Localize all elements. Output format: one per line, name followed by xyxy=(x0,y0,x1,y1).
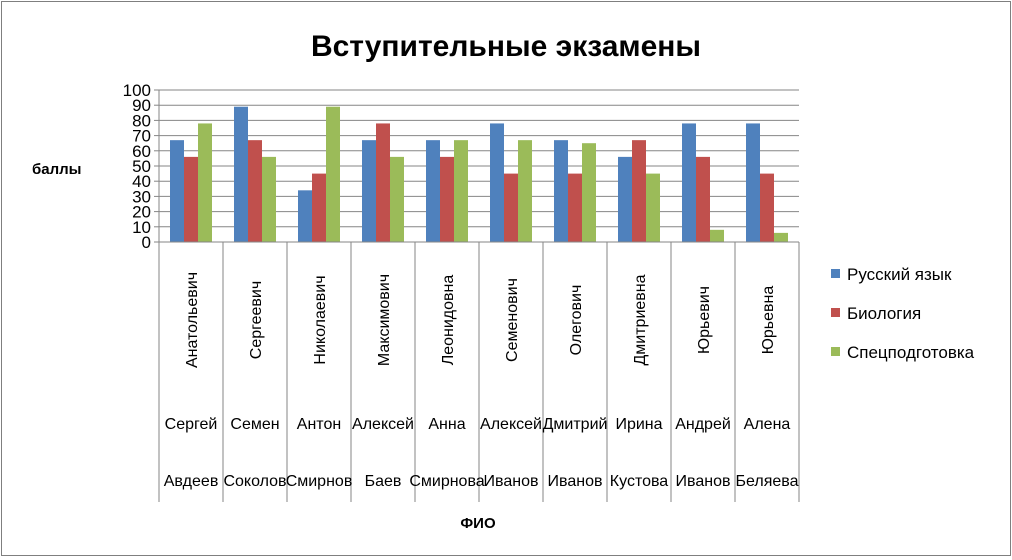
x-category-label: Юрьевич xyxy=(696,286,713,354)
y-tick-label: 0 xyxy=(142,233,151,252)
bar xyxy=(632,140,646,242)
bar xyxy=(710,229,724,242)
y-tick-label: 70 xyxy=(132,127,151,146)
legend-label: Русский язык xyxy=(847,265,952,284)
bar xyxy=(682,123,696,242)
bar xyxy=(504,173,518,242)
bar xyxy=(454,140,468,242)
bar xyxy=(262,156,276,242)
bar xyxy=(326,106,340,242)
x-category-label: Дмитриевна xyxy=(632,274,649,365)
bar xyxy=(298,190,312,242)
bar xyxy=(490,123,504,242)
bar xyxy=(362,140,376,242)
y-tick-label: 30 xyxy=(132,187,151,206)
x-category-label: Кустова xyxy=(610,473,669,490)
x-category-label: Николаевич xyxy=(312,275,329,364)
legend-swatch xyxy=(831,308,840,317)
bar xyxy=(646,173,660,242)
y-tick-label: 50 xyxy=(132,157,151,176)
bar xyxy=(760,173,774,242)
y-tick-label: 80 xyxy=(132,111,151,130)
legend-label: Биология xyxy=(847,304,921,323)
y-tick-label: 10 xyxy=(132,218,151,237)
legend-swatch xyxy=(831,347,840,356)
x-category-label: Баев xyxy=(365,473,402,490)
x-category-label: Семенович xyxy=(504,278,521,362)
legend: Русский язык Биология Спецподготовка xyxy=(831,265,975,362)
bar xyxy=(582,143,596,242)
axes xyxy=(154,89,800,502)
legend-swatch xyxy=(831,269,840,278)
bar xyxy=(376,123,390,242)
bar xyxy=(774,232,788,242)
bar xyxy=(696,156,710,242)
x-category-label: Антон xyxy=(297,416,341,433)
bar xyxy=(390,156,404,242)
x-category-label: Смирнова xyxy=(409,473,484,490)
bar xyxy=(312,173,326,242)
x-category-label: Сергеевич xyxy=(248,281,265,359)
x-category-label: Леонидовна xyxy=(440,275,457,366)
x-category-label: Иванов xyxy=(676,473,731,490)
bar xyxy=(518,140,532,242)
bar xyxy=(568,173,582,242)
x-category-label: Алексей xyxy=(480,416,542,433)
x-category-label: Ирина xyxy=(615,416,662,433)
bar xyxy=(234,106,248,242)
bar xyxy=(746,123,760,242)
x-category-label: Иванов xyxy=(484,473,539,490)
x-category-label: Юрьевна xyxy=(760,286,777,355)
y-tick-label: 100 xyxy=(123,81,151,100)
x-category-labels: Анатольевич Сергей Авдеев Сергеевич Семен Сок… xyxy=(164,272,799,490)
bar xyxy=(198,123,212,242)
bar xyxy=(426,140,440,242)
y-axis-title: баллы xyxy=(32,161,81,178)
x-category-label: Дмитрий xyxy=(543,416,608,433)
x-category-label: Семен xyxy=(230,416,279,433)
x-category-label: Сергей xyxy=(165,416,218,433)
chart-title: Вступительные экзамены xyxy=(311,30,701,63)
bar xyxy=(554,140,568,242)
bar xyxy=(184,156,198,242)
y-tick-label: 20 xyxy=(132,203,151,222)
y-tick-label: 90 xyxy=(132,96,151,115)
y-tick-label: 60 xyxy=(132,142,151,161)
x-category-label: Анатольевич xyxy=(184,272,201,368)
x-category-label: Олегович xyxy=(568,285,585,356)
x-category-label: Максимович xyxy=(376,274,393,366)
x-category-label: Авдеев xyxy=(164,473,219,490)
x-category-label: Алена xyxy=(744,416,791,433)
x-category-label: Алексей xyxy=(352,416,414,433)
x-category-label: Соколов xyxy=(223,473,286,490)
x-axis-title: ФИО xyxy=(460,515,496,532)
bar xyxy=(248,140,262,242)
x-category-label: Смирнов xyxy=(286,473,353,490)
bars xyxy=(170,106,788,242)
bar xyxy=(170,140,184,242)
x-category-label: Анна xyxy=(428,416,465,433)
y-tick-label: 40 xyxy=(132,172,151,191)
bar xyxy=(618,156,632,242)
x-category-label: Иванов xyxy=(548,473,603,490)
bar xyxy=(440,156,454,242)
x-category-label: Беляева xyxy=(736,473,799,490)
x-category-label: Андрей xyxy=(675,416,731,433)
legend-label: Спецподготовка xyxy=(847,343,975,362)
